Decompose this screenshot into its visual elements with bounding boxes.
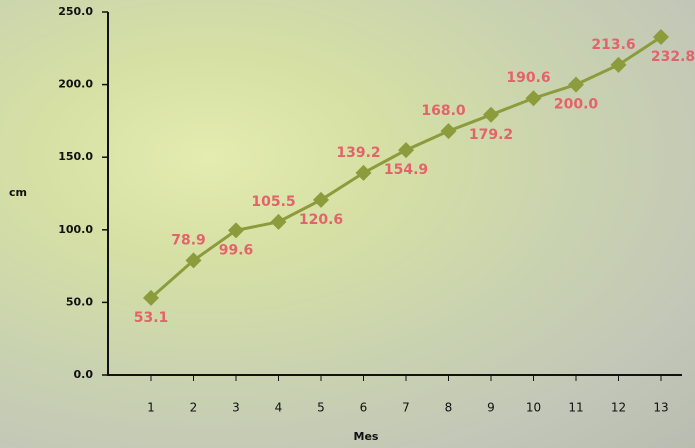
y-tick-label: 150.0	[58, 150, 93, 163]
y-tick-label: 200.0	[58, 78, 93, 91]
marker	[356, 165, 372, 181]
data-label: 120.6	[299, 212, 343, 228]
y-tick-label: 250.0	[58, 5, 93, 18]
marker	[441, 123, 457, 139]
data-label: 232.8	[651, 49, 695, 65]
data-label: 213.6	[591, 37, 635, 53]
data-label: 53.1	[134, 310, 169, 326]
data-label: 139.2	[336, 145, 380, 161]
x-tick-label: 13	[653, 401, 668, 415]
marker	[653, 29, 669, 45]
data-label: 99.6	[219, 242, 254, 258]
x-tick-label: 6	[360, 401, 368, 415]
marker	[398, 142, 414, 158]
x-tick-label: 1	[147, 401, 155, 415]
marker	[568, 77, 584, 93]
marker	[526, 90, 542, 106]
x-tick-label: 3	[232, 401, 240, 415]
data-label: 168.0	[421, 103, 466, 119]
x-tick-label: 8	[445, 401, 453, 415]
data-label: 105.5	[251, 194, 295, 210]
x-tick-label: 5	[317, 401, 325, 415]
x-tick-label: 9	[487, 401, 495, 415]
x-tick-label: 7	[402, 401, 410, 415]
data-label: 154.9	[384, 162, 428, 178]
x-tick-label: 10	[526, 401, 541, 415]
screenshot: cm Mes 0.050.0100.0150.0200.0250.0123456…	[0, 0, 695, 448]
marker	[271, 214, 287, 230]
x-tick-label: 11	[568, 401, 583, 415]
data-label: 179.2	[469, 127, 513, 143]
y-tick-label: 0.0	[74, 368, 94, 381]
x-tick-label: 2	[190, 401, 198, 415]
marker	[483, 107, 499, 123]
y-axis-label: cm	[9, 186, 27, 199]
x-tick-label: 12	[611, 401, 626, 415]
marker	[313, 192, 329, 208]
data-label: 190.6	[506, 70, 550, 86]
marker	[611, 57, 627, 73]
chart: cm Mes 0.050.0100.0150.0200.0250.0123456…	[0, 0, 695, 448]
data-label: 200.0	[554, 97, 599, 113]
y-tick-label: 50.0	[66, 295, 93, 308]
y-tick-label: 100.0	[58, 223, 93, 236]
x-tick-label: 4	[275, 401, 283, 415]
x-axis-label: Mes	[354, 430, 379, 443]
data-label: 78.9	[171, 232, 206, 248]
